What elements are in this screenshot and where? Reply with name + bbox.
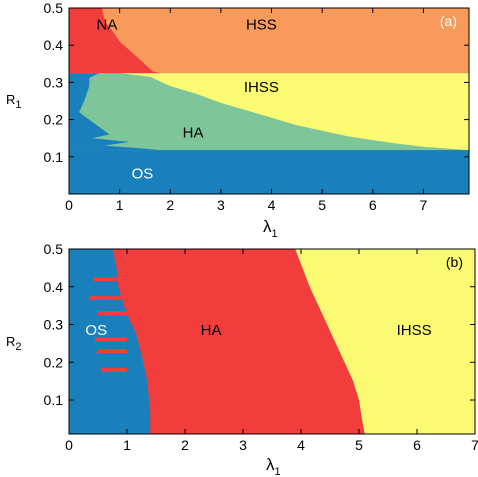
os-stripe [89,296,127,301]
x-tick-label: 2 [166,197,174,213]
x-tick-label: 1 [116,197,124,213]
y-tick-label: 0.1 [44,149,64,165]
region-ihss [295,249,475,434]
panel-b-region-labels: OS HA IHSS [85,322,431,339]
x-tick-label: 5 [318,197,326,213]
region-label-ihss: IHSS [244,79,279,96]
panel-a-frame [68,7,470,195]
region-label-os: OS [132,166,154,183]
region-na [69,8,161,74]
os-stripe [100,367,127,372]
x-tick-label: 3 [239,437,247,453]
x-tick-label: 6 [369,197,377,213]
panel-a-x-axis-title: λ1 [263,217,278,240]
panel-a-regions [69,8,469,194]
panel-b-regions [69,249,475,434]
panel-b-frame [68,248,476,435]
region-ihss [119,73,469,151]
x-tick-label: 1 [123,437,131,453]
y-tick-label: 0.5 [44,0,64,16]
x-tick-label: 7 [420,197,428,213]
y-tick-label: 0.1 [44,392,64,408]
x-tick-label: 4 [297,437,305,453]
x-tick-label: 7 [471,437,478,453]
region-os-intrusion [69,73,161,151]
x-tick-label: 2 [181,437,189,453]
y-tick-label: 0.3 [44,74,64,90]
y-tick-label: 0.4 [44,279,64,295]
x-tick-label: 6 [413,437,421,453]
region-label-hss: HSS [246,17,277,34]
region-label-os: OS [85,322,107,339]
os-stripe [98,311,127,316]
panel-a-ticks: 0 1 2 3 4 5 6 7 0.1 0.2 0.3 0.4 0.5 [44,0,469,213]
y-tick-label: 0.4 [44,37,64,53]
os-stripe [98,348,127,353]
panel-b-y-axis-title: R2 [6,334,22,353]
x-tick-label: 4 [268,197,276,213]
x-tick-label: 5 [355,437,363,453]
os-stripe [95,337,127,342]
y-tick-label: 0.5 [44,241,64,257]
y-tick-label: 0.2 [44,112,64,128]
region-label-ha: HA [183,125,204,142]
os-stripe [93,277,127,282]
region-label-na: NA [97,17,118,34]
x-tick-label: 3 [217,197,225,213]
y-tick-label: 0.3 [44,317,64,333]
panel-b-ticks: 0 1 2 3 4 5 6 7 0.1 0.2 0.3 0.4 0.5 [44,241,478,453]
y-tick-label: 0.2 [44,354,64,370]
panel-a-region-labels: OS HA IHSS HSS NA [97,17,279,183]
panel-a: OS HA IHSS HSS NA 0 1 2 3 4 5 6 7 0.1 0.2 0.3 0.4 0.5 (a… [6,0,470,240]
panel-b-tag: (b) [446,254,463,270]
panel-a-y-axis-title: R1 [6,92,22,111]
panel-b: OS HA IHSS 0 1 2 3 4 5 6 70.10.20.30.40.5 (b) λ1 … [6,241,478,477]
region-label-ihss: IHSS [397,322,432,339]
x-tick-label: 0 [65,197,73,213]
panel-b-x-axis-title: λ1 [266,455,281,477]
panel-a-tag: (a) [440,13,457,29]
x-tick-label: 0 [65,437,73,453]
region-label-ha: HA [201,322,222,339]
